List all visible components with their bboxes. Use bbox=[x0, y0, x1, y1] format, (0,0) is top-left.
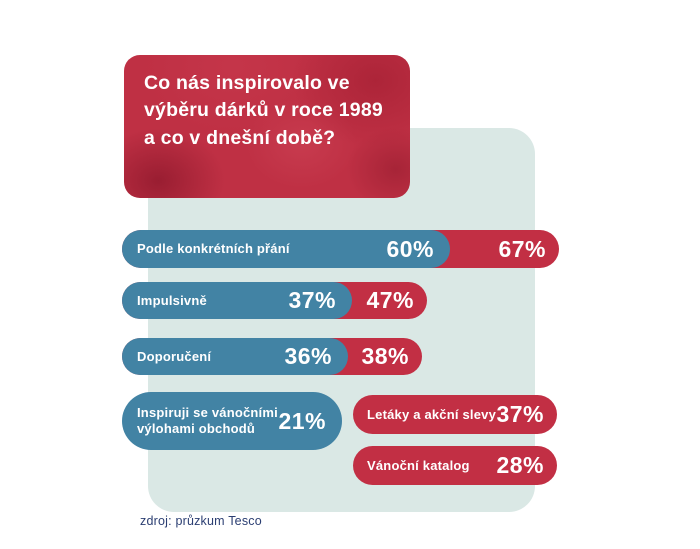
bar-blue-doporuceni: Doporučení 36% bbox=[122, 338, 348, 375]
bar-value-red: 38% bbox=[361, 343, 409, 369]
bar-value-red: 67% bbox=[498, 235, 546, 262]
bar-value-blue: 37% bbox=[288, 287, 336, 313]
bar-red-vanocni-katalog: Vánoční katalog 28% bbox=[353, 446, 557, 485]
bar-label: Inspiruji se vánočními výlohami obchodů bbox=[137, 405, 278, 436]
bar-label: Doporučení bbox=[137, 348, 212, 364]
bar-value-blue: 60% bbox=[386, 235, 434, 262]
bar-red-letaky-a-akcni-slevy: Letáky a akční slevy 37% bbox=[353, 395, 557, 434]
bar-value-blue: 21% bbox=[278, 407, 326, 434]
bar-value-red: 47% bbox=[366, 287, 414, 313]
bar-blue-impulsivne: Impulsivně 37% bbox=[122, 282, 352, 319]
bar-blue-vylohy-obchodu: Inspiruji se vánočními výlohami obchodů … bbox=[122, 392, 342, 450]
bar-label: Letáky a akční slevy bbox=[367, 406, 497, 422]
chart-title: Co nás inspirovalo ve výběru dárků v roc… bbox=[144, 72, 383, 149]
bar-blue-podle-konkretnich-prani: Podle konkrétních přání 60% bbox=[122, 230, 450, 268]
bar-value-blue: 36% bbox=[284, 343, 332, 369]
bar-label: Impulsivně bbox=[137, 292, 207, 308]
bar-value-red: 28% bbox=[496, 452, 544, 478]
bar-value-red: 37% bbox=[496, 401, 544, 427]
bar-label: Podle konkrétních přání bbox=[137, 241, 290, 257]
bar-label: Vánoční katalog bbox=[367, 457, 470, 473]
title-card: Co nás inspirovalo ve výběru dárků v roc… bbox=[124, 55, 410, 198]
source-note: zdroj: průzkum Tesco bbox=[140, 514, 262, 528]
